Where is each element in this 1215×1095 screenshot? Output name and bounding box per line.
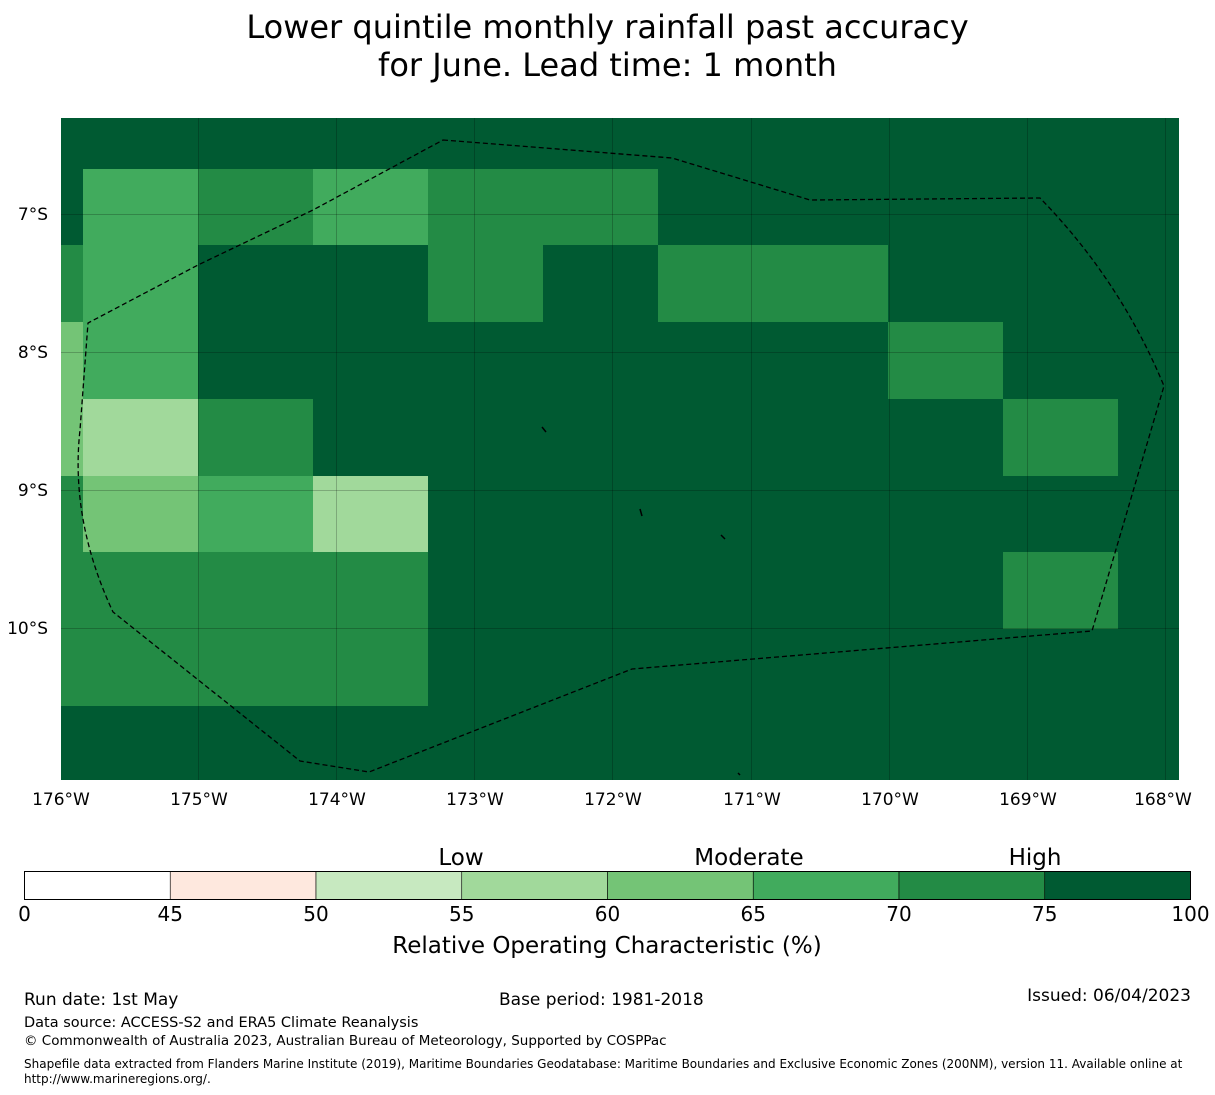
- cell-moderate-high: [198, 399, 313, 476]
- x-tick-label: 170°W: [861, 790, 919, 810]
- x-tick-label: 169°W: [999, 790, 1057, 810]
- category-low: Low: [438, 845, 483, 871]
- colorbar-tick-label: 45: [158, 902, 183, 926]
- cell-moderate-high: [1003, 552, 1118, 629]
- colorbar-segments: [24, 871, 1191, 900]
- map-title-line2: for June. Lead time: 1 month: [378, 46, 837, 84]
- cell-moderate-high: [428, 245, 543, 322]
- colorbar-tick-label: 65: [741, 902, 766, 926]
- cell-moderate: [83, 169, 198, 399]
- cell-low-moderate: [83, 476, 198, 552]
- x-tick-label: 176°W: [32, 790, 90, 810]
- x-tick-label: 171°W: [723, 790, 781, 810]
- run-date: Run date: 1st May: [24, 990, 179, 1010]
- colorbar-segment: [752, 871, 900, 900]
- map-title-line1: Lower quintile monthly rainfall past acc…: [246, 8, 969, 46]
- colorbar-tick-label: 55: [449, 902, 474, 926]
- accuracy-cells: [61, 169, 1118, 706]
- x-tick-label: 172°W: [584, 790, 642, 810]
- x-axis-labels: 176°W 175°W 174°W 173°W 172°W 171°W 170°…: [32, 790, 1192, 810]
- x-tick-label: 175°W: [170, 790, 228, 810]
- colorbar-segment: [169, 871, 317, 900]
- colorbar: Low Moderate High 0 45 50 55 60 65 70 75 100 Rel…: [18, 845, 1209, 959]
- colorbar-segment: [315, 871, 463, 900]
- island-mark: [639, 508, 643, 517]
- cell-moderate-high: [428, 169, 658, 245]
- colorbar-segment: [461, 871, 608, 900]
- eez-boundary: [77, 139, 1165, 773]
- cell-moderate-high: [198, 169, 313, 245]
- cell-moderate-high: [1003, 399, 1118, 476]
- colorbar-tick-label: 100: [1171, 902, 1209, 926]
- y-axis-labels: 7°S 8°S 9°S 10°S: [7, 205, 48, 639]
- islands: [541, 426, 741, 776]
- cell-moderate-high: [83, 552, 428, 706]
- colorbar-tick-label: 70: [886, 902, 911, 926]
- map-panel: [61, 118, 1179, 780]
- category-moderate: Moderate: [694, 845, 803, 871]
- copyright-notice: © Commonwealth of Australia 2023, Austra…: [24, 1033, 667, 1049]
- cell-low: [83, 399, 198, 476]
- cell-moderate-high: [658, 245, 888, 322]
- colorbar-tick-label: 0: [18, 902, 31, 926]
- island-mark: [541, 426, 547, 433]
- y-tick-label: 10°S: [7, 619, 48, 639]
- cell-moderate-high: [888, 322, 1003, 399]
- colorbar-frame: [24, 871, 1191, 900]
- colorbar-ticks: 0 45 50 55 60 65 70 75 100: [18, 902, 1209, 926]
- shapefile-note: Shapefile data extracted from Flanders M…: [24, 1057, 1183, 1086]
- category-high: High: [1009, 845, 1062, 871]
- colorbar-label: Relative Operating Characteristic (%): [392, 933, 821, 959]
- y-tick-label: 7°S: [18, 205, 48, 225]
- base-period: Base period: 1981-2018: [499, 990, 704, 1010]
- colorbar-segment: [24, 871, 171, 900]
- colorbar-segment: [898, 871, 1046, 900]
- cell-low: [313, 476, 428, 552]
- cell-moderate: [198, 476, 313, 552]
- cell-low-moderate: [61, 322, 83, 476]
- issued-date: Issued: 06/04/2023: [1027, 986, 1191, 1006]
- island-mark: [737, 772, 741, 776]
- island-mark: [720, 534, 726, 540]
- cell-moderate: [313, 169, 428, 245]
- colorbar-tick-label: 50: [303, 902, 328, 926]
- x-tick-label: 174°W: [308, 790, 366, 810]
- colorbar-tick-label: 75: [1032, 902, 1057, 926]
- cell-moderate-high: [61, 245, 83, 322]
- y-tick-label: 9°S: [18, 481, 48, 501]
- cell-moderate-high: [61, 476, 83, 706]
- y-tick-label: 8°S: [18, 343, 48, 363]
- colorbar-tick-label: 60: [595, 902, 620, 926]
- data-source: Data source: ACCESS-S2 and ERA5 Climate …: [24, 1015, 419, 1031]
- map-gridlines: [61, 118, 1179, 780]
- colorbar-segment: [607, 871, 754, 900]
- colorbar-segment: [1044, 871, 1191, 900]
- x-tick-label: 168°W: [1134, 790, 1192, 810]
- x-tick-label: 173°W: [446, 790, 504, 810]
